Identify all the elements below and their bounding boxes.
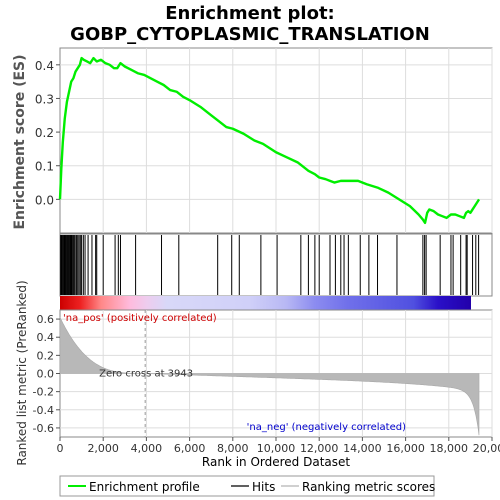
es-tick-label: 0.0 <box>35 193 54 207</box>
es-tick-label: 0.2 <box>35 126 54 140</box>
x-tick-label: 20,000 <box>473 442 500 455</box>
metric-tick-label: 0.0 <box>37 368 55 381</box>
x-tick-label: 12,000 <box>300 442 339 455</box>
metric-tick-label: 0.6 <box>37 313 55 326</box>
es-tick-label: 0.3 <box>35 92 54 106</box>
x-tick-label: 6,000 <box>174 442 206 455</box>
chart-title-line1: Enrichment plot: <box>165 3 335 24</box>
es-tick-label: 0.4 <box>35 59 54 73</box>
x-tick-label: 18,000 <box>430 442 469 455</box>
es-y-ticks: 0.0 0.1 0.2 0.3 0.4 <box>35 59 60 207</box>
pos-correlated-label: 'na_pos' (positively correlated) <box>63 313 217 324</box>
es-panel: 0.0 0.1 0.2 0.3 0.4 <box>35 47 493 234</box>
metric-y-ticks: -0.6 -0.4 -0.2 0.0 0.2 0.4 0.6 <box>33 313 60 435</box>
es-curve <box>58 56 481 225</box>
legend: Enrichment profile Hits Ranking metric s… <box>59 475 435 497</box>
legend-enrichment-profile: Enrichment profile <box>89 480 200 494</box>
hits-frame <box>59 233 493 297</box>
x-axis-label: Rank in Ordered Dataset <box>202 455 350 469</box>
neg-correlated-label: 'na_neg' (negatively correlated) <box>247 422 406 433</box>
x-tick-label: 10,000 <box>257 442 296 455</box>
es-y-axis-label: Enrichment score (ES) <box>12 54 28 229</box>
metric-tick-label: 0.2 <box>37 349 55 362</box>
legend-ranking-metric: Ranking metric scores <box>302 480 435 494</box>
hit-lines <box>60 235 480 295</box>
metric-tick-label: -0.2 <box>33 386 54 399</box>
metric-panel: -0.6 -0.4 -0.2 0.0 0.2 0.4 0.6 'na_pos' (posit… <box>33 309 493 438</box>
x-tick-label: 0 <box>57 442 64 455</box>
x-tick-label: 16,000 <box>386 442 425 455</box>
metric-tick-label: -0.4 <box>33 404 54 417</box>
x-tick-label: 8,000 <box>217 442 249 455</box>
hits-panel <box>59 233 493 297</box>
ranking-metric-area <box>59 317 480 436</box>
x-tick-label: 14,000 <box>343 442 382 455</box>
metric-tick-label: 0.4 <box>37 331 55 344</box>
metric-y-axis-label: Ranked list metric (PreRanked) <box>15 280 29 465</box>
chart-title-line2: GOBP_CYTOPLASMIC_TRANSLATION <box>70 24 430 45</box>
metric-tick-label: -0.6 <box>33 422 54 435</box>
zero-cross-label: Zero cross at 3943 <box>99 369 193 380</box>
x-tick-label: 2,000 <box>87 442 119 455</box>
x-axis-ticks: 0 2,000 4,000 6,000 8,000 10,000 12,000 14,000 1… <box>57 437 500 455</box>
es-grid <box>60 48 493 233</box>
es-tick-label: 0.1 <box>35 160 54 174</box>
rank-color-bar <box>60 296 471 310</box>
x-tick-label: 4,000 <box>131 442 163 455</box>
legend-hits: Hits <box>252 480 275 494</box>
